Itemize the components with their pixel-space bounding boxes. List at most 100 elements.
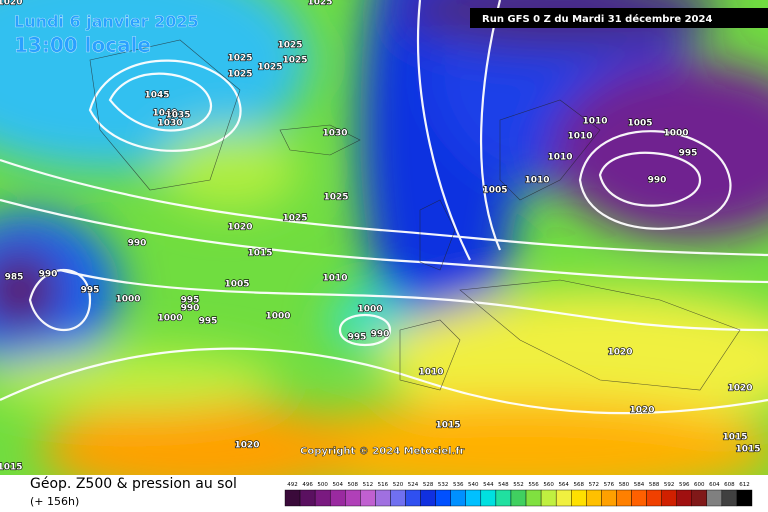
isobar-label: 1005 [627, 119, 652, 129]
isobar-label: 1020 [629, 406, 654, 416]
run-info: Run GFS 0 Z du Mardi 31 décembre 2024 [482, 13, 712, 25]
colorbar-tick-label: 516 [378, 482, 389, 488]
isobar-label: 1020 [234, 441, 259, 451]
isobar-label: 1000 [357, 305, 382, 315]
colorbar-swatch [586, 489, 602, 507]
isobar-label: 1040 [152, 109, 177, 119]
colorbar-tick-label: 528 [423, 482, 434, 488]
colorbar-swatch [555, 489, 572, 507]
isobar-label: 1025 [277, 41, 302, 51]
colorbar-swatch [495, 489, 512, 507]
isobar-label: 1045 [144, 91, 169, 101]
isobar-label: 1015 [247, 249, 272, 259]
colorbar-tick-label: 492 [287, 482, 298, 488]
colorbar-tick-label: 532 [438, 482, 449, 488]
colorbar-tick-label: 496 [302, 482, 313, 488]
colorbar-tick-label: 580 [619, 482, 630, 488]
isobar-label: 990 [39, 270, 58, 280]
colorbar-swatch [616, 489, 632, 507]
colorbar-tick-label: 552 [513, 482, 524, 488]
isobar-label: 995 [81, 286, 100, 296]
colorbar-tick-label: 544 [483, 482, 494, 488]
colorbar-tick-label: 500 [317, 482, 328, 488]
colorbar-tick-label: 604 [709, 482, 720, 488]
colorbar-tick-label: 608 [724, 482, 735, 488]
colorbar-swatch [571, 489, 587, 507]
colorbar-swatch [375, 489, 391, 507]
colorbar-swatch [525, 489, 542, 507]
field [0, 0, 768, 475]
colorbar-swatch [646, 489, 662, 507]
isobar-label: 1030 [322, 129, 347, 139]
run-banner [470, 8, 768, 28]
isobar-label: 990 [181, 304, 200, 314]
colorbar-swatch [661, 489, 677, 507]
colorbar-tick-label: 508 [348, 482, 359, 488]
colorbar-swatch [721, 489, 738, 507]
colorbar-tick-label: 536 [453, 482, 464, 488]
isobar-label: 1020 [0, 0, 23, 8]
isobar-label: 990 [371, 330, 390, 340]
colorbar-tick-label: 540 [468, 482, 479, 488]
colorbar-swatch [450, 489, 466, 507]
colorbar-swatch [691, 489, 708, 507]
colorbar-tick-label: 520 [393, 482, 404, 488]
colorbar-swatch [345, 489, 361, 507]
copyright: Copyright © 2024 Metociel.fr [300, 446, 465, 457]
isobar-label: 1005 [482, 186, 507, 196]
isobar-label: 1025 [282, 56, 307, 66]
footer-lead: (+ 156h) [30, 495, 79, 508]
colorbar-swatch [510, 489, 527, 507]
map-date: Lundi 6 janvier 2025 [14, 12, 199, 31]
colorbar-swatch [601, 489, 617, 507]
isobar-label: 1020 [607, 348, 632, 358]
colorbar-swatch [676, 489, 692, 507]
colorbar-swatch [299, 489, 316, 507]
colorbar-tick-label: 548 [498, 482, 509, 488]
colorbar-swatch [420, 489, 436, 507]
isobar-label: 1000 [115, 295, 140, 305]
isobar-label: 995 [199, 317, 218, 327]
isobar-label: 1025 [323, 193, 348, 203]
isobar-label: 1005 [224, 280, 249, 290]
colorbar-swatch [540, 489, 557, 507]
map-time: 13:00 locale [14, 33, 151, 57]
colorbar-tick-label: 596 [679, 482, 690, 488]
isobar-label: 1000 [265, 312, 290, 322]
colorbar-swatch [314, 489, 331, 507]
colorbar-swatch [706, 489, 723, 507]
isobar-label: 1015 [0, 463, 23, 473]
isobar-label: 1010 [582, 117, 607, 127]
colorbar-swatch [284, 489, 301, 507]
isobar-label: 990 [648, 176, 667, 186]
colorbar-swatch [435, 489, 451, 507]
isobar-label: 1025 [307, 0, 332, 8]
isobar-label: 1025 [227, 70, 252, 80]
isobar-label: 995 [181, 296, 200, 306]
isobar-label: 1025 [282, 214, 307, 224]
colorbar-tick-label: 592 [664, 482, 675, 488]
colorbar-tick-label: 512 [363, 482, 374, 488]
isobar-label: 1025 [257, 63, 282, 73]
colorbar-swatch [360, 489, 376, 507]
colorbar-swatch [631, 489, 647, 507]
colorbar-swatch [329, 489, 346, 507]
colorbar-tick-label: 504 [332, 482, 343, 488]
colorbar-swatch [480, 489, 497, 507]
colorbar-tick-label: 568 [574, 482, 585, 488]
colorbar-tick-label: 600 [694, 482, 705, 488]
colorbar-swatch [736, 489, 753, 507]
isobar-label: 1020 [227, 223, 252, 233]
colorbar-tick-label: 560 [543, 482, 554, 488]
isobar-label: 1015 [435, 421, 460, 431]
isobar-label: 1010 [524, 176, 549, 186]
isobar-label: 1030 [157, 119, 182, 129]
isobar-label: 995 [679, 149, 698, 159]
colorbar: 492 496 500 504 508 512 516 520 524 528 532 536 540 5… [284, 482, 753, 507]
colorbar-tick-label: 584 [634, 482, 645, 488]
colorbar-swatch [465, 489, 482, 507]
isobar-label: 1000 [157, 314, 182, 324]
colorbar-tick-label: 576 [604, 482, 615, 488]
isobar-label: 985 [5, 273, 24, 283]
